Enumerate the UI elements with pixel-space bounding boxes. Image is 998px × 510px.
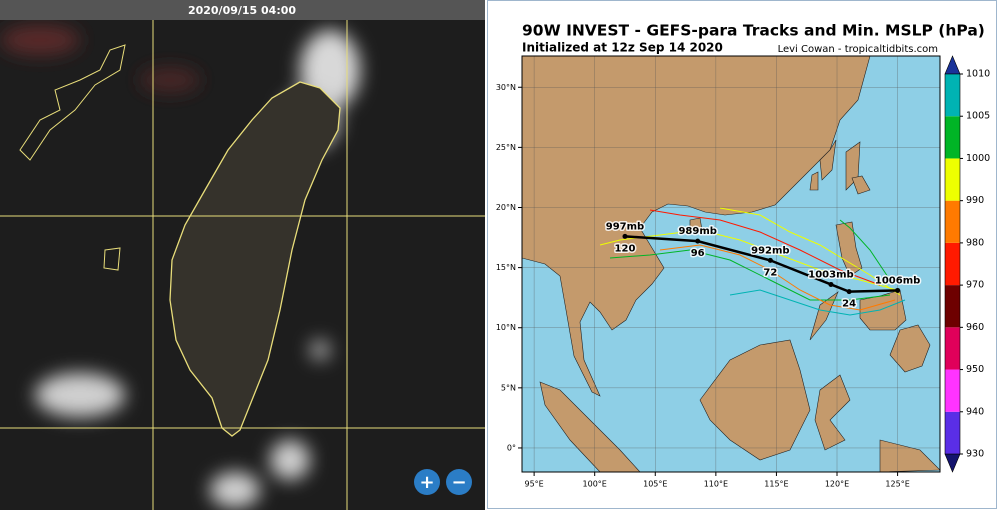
x-tick-label: 110°E bbox=[704, 480, 728, 489]
mslp-label: 1003mb bbox=[808, 269, 853, 280]
ensemble-members bbox=[599, 207, 906, 316]
chart-title: 90W INVEST - GEFS-para Tracks and Min. M… bbox=[522, 22, 985, 40]
colorbar-band bbox=[945, 285, 960, 328]
track-point bbox=[622, 233, 628, 239]
x-tick-label: 105°E bbox=[643, 480, 667, 489]
credit: Levi Cowan - tropicaltidbits.com bbox=[778, 44, 938, 55]
colorbar-tick-label: 930 bbox=[966, 449, 984, 460]
colorbar-band bbox=[945, 369, 960, 412]
colorbar-tick-label: 960 bbox=[966, 322, 984, 333]
land bbox=[522, 56, 940, 472]
colorbar-tick-label: 950 bbox=[966, 364, 984, 375]
colorbar-frame bbox=[944, 73, 961, 455]
mslp-label: 992mb bbox=[751, 245, 789, 256]
mslp-label: 997mb bbox=[606, 221, 644, 232]
colorbar-band bbox=[945, 74, 960, 117]
x-tick-label: 120°E bbox=[825, 480, 849, 489]
y-tick-label: 0° bbox=[507, 443, 516, 452]
taiwan-outline bbox=[169, 81, 341, 437]
colorbar-tick-label: 940 bbox=[966, 406, 984, 417]
timestamp-bar bbox=[0, 0, 485, 20]
track-point bbox=[695, 238, 701, 244]
y-tick-label: 15°N bbox=[496, 263, 516, 272]
colorbar-band bbox=[945, 116, 960, 159]
y-tick-label: 20°N bbox=[496, 203, 516, 212]
y-tick-label: 10°N bbox=[496, 323, 516, 332]
satellite-panel bbox=[0, 20, 485, 510]
chart-subtitle: Initialized at 12z Sep 14 2020 bbox=[522, 41, 723, 55]
hour-label: 72 bbox=[763, 267, 777, 278]
y-tick-label: 25°N bbox=[496, 143, 516, 152]
mslp-label: 1006mb bbox=[875, 275, 920, 286]
map-frame bbox=[521, 55, 941, 473]
colorbar-tick-label: 1010 bbox=[966, 69, 990, 80]
mslp-label: 989mb bbox=[678, 226, 716, 237]
colorbar-band bbox=[945, 158, 960, 201]
timestamp: 2020/09/15 04:00 bbox=[188, 4, 296, 17]
y-tick-label: 30°N bbox=[496, 83, 516, 92]
x-tick-label: 125°E bbox=[885, 480, 909, 489]
colorbar-tick-label: 1000 bbox=[966, 153, 990, 164]
map bbox=[522, 56, 940, 472]
track-point bbox=[828, 281, 834, 287]
hour-label: 96 bbox=[691, 248, 705, 259]
colorbar-tick-label: 1005 bbox=[966, 111, 990, 122]
x-tick-label: 100°E bbox=[583, 480, 607, 489]
track-point bbox=[767, 257, 773, 263]
zoom-out-circle[interactable] bbox=[446, 469, 472, 495]
colorbar-band bbox=[945, 411, 960, 454]
zoom-in-label[interactable]: + bbox=[419, 472, 434, 493]
colorbar-band bbox=[945, 327, 960, 370]
colorbar-tick-label: 980 bbox=[966, 237, 984, 248]
coastline bbox=[19, 44, 126, 161]
track-point bbox=[846, 289, 852, 295]
colorbar-band bbox=[945, 200, 960, 243]
island-outline bbox=[103, 247, 121, 271]
zoom-out-label[interactable]: − bbox=[451, 472, 466, 493]
zoom-out-button[interactable]: − bbox=[446, 469, 472, 495]
x-tick-label: 115°E bbox=[764, 480, 788, 489]
zoom-in-circle[interactable] bbox=[414, 469, 440, 495]
zoom-in-button[interactable]: + bbox=[414, 469, 440, 495]
colorbar-tick-label: 990 bbox=[966, 195, 984, 206]
colorbar-band bbox=[945, 242, 960, 286]
colorbar-tick-label: 970 bbox=[966, 280, 984, 291]
hour-label: 120 bbox=[615, 243, 636, 254]
track-point bbox=[895, 287, 901, 293]
y-tick-label: 5°N bbox=[501, 383, 516, 392]
mean-track bbox=[624, 235, 898, 293]
x-tick-label: 95°E bbox=[524, 480, 543, 489]
hour-label: 24 bbox=[842, 299, 856, 310]
